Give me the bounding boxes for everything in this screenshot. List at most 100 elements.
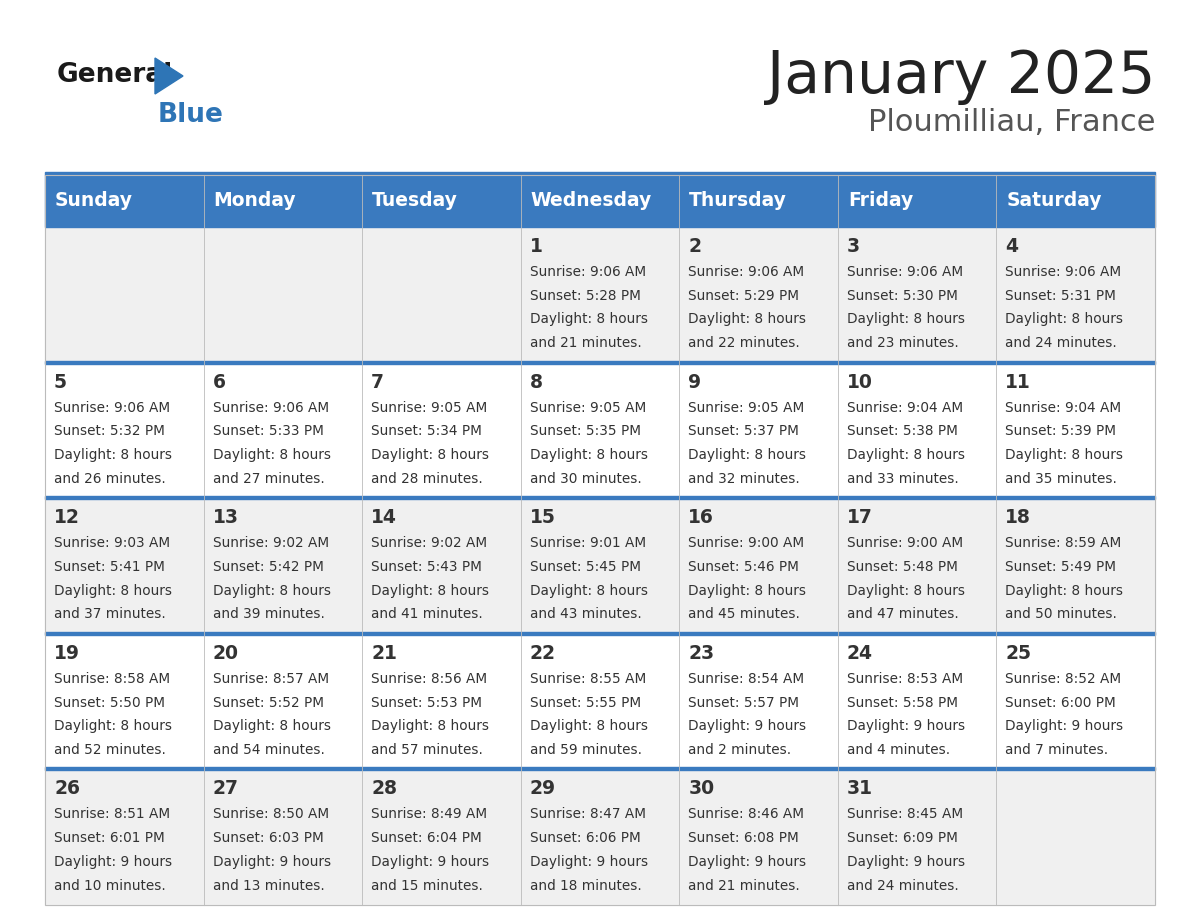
Bar xyxy=(362,633,520,769)
Text: Ploumilliau, France: Ploumilliau, France xyxy=(867,108,1155,137)
Text: Sunrise: 9:02 AM: Sunrise: 9:02 AM xyxy=(213,536,329,550)
Text: 3: 3 xyxy=(847,237,860,256)
Text: Sunrise: 9:06 AM: Sunrise: 9:06 AM xyxy=(847,265,963,279)
Text: Sunset: 5:53 PM: Sunset: 5:53 PM xyxy=(371,696,482,710)
Bar xyxy=(680,227,838,363)
Text: Sunset: 6:09 PM: Sunset: 6:09 PM xyxy=(847,831,958,845)
Text: Sunrise: 8:56 AM: Sunrise: 8:56 AM xyxy=(371,672,487,686)
Text: Sunset: 5:55 PM: Sunset: 5:55 PM xyxy=(530,696,640,710)
Text: Daylight: 8 hours: Daylight: 8 hours xyxy=(847,584,965,598)
Bar xyxy=(997,227,1155,363)
Text: and 24 minutes.: and 24 minutes. xyxy=(847,879,959,892)
Text: Daylight: 8 hours: Daylight: 8 hours xyxy=(1005,448,1124,462)
Text: Sunset: 5:57 PM: Sunset: 5:57 PM xyxy=(688,696,800,710)
Text: Daylight: 9 hours: Daylight: 9 hours xyxy=(1005,720,1124,733)
Text: Sunrise: 8:47 AM: Sunrise: 8:47 AM xyxy=(530,808,646,822)
Text: Daylight: 8 hours: Daylight: 8 hours xyxy=(213,584,330,598)
Text: Monday: Monday xyxy=(214,192,296,210)
Text: and 57 minutes.: and 57 minutes. xyxy=(371,743,484,757)
Text: Sunrise: 8:53 AM: Sunrise: 8:53 AM xyxy=(847,672,963,686)
Bar xyxy=(362,769,520,905)
Bar xyxy=(997,363,1155,498)
Text: Blue: Blue xyxy=(158,102,223,128)
Text: Sunset: 5:43 PM: Sunset: 5:43 PM xyxy=(371,560,482,574)
Bar xyxy=(45,175,1155,905)
Text: Sunrise: 8:52 AM: Sunrise: 8:52 AM xyxy=(1005,672,1121,686)
Text: and 33 minutes.: and 33 minutes. xyxy=(847,472,959,486)
Bar xyxy=(838,769,997,905)
Text: 20: 20 xyxy=(213,644,239,663)
Text: 18: 18 xyxy=(1005,509,1031,527)
Text: Sunrise: 8:55 AM: Sunrise: 8:55 AM xyxy=(530,672,646,686)
Text: 8: 8 xyxy=(530,373,543,392)
Text: Sunset: 5:52 PM: Sunset: 5:52 PM xyxy=(213,696,323,710)
Text: Sunrise: 8:46 AM: Sunrise: 8:46 AM xyxy=(688,808,804,822)
Bar xyxy=(838,227,997,363)
Text: 1: 1 xyxy=(530,237,543,256)
Text: and 43 minutes.: and 43 minutes. xyxy=(530,608,642,621)
Text: Daylight: 9 hours: Daylight: 9 hours xyxy=(530,855,647,868)
Text: Daylight: 8 hours: Daylight: 8 hours xyxy=(371,584,489,598)
Text: Sunset: 6:03 PM: Sunset: 6:03 PM xyxy=(213,831,323,845)
Text: Daylight: 8 hours: Daylight: 8 hours xyxy=(1005,312,1124,327)
Bar xyxy=(45,633,203,769)
Bar xyxy=(45,363,203,498)
Bar xyxy=(45,769,203,905)
Text: and 59 minutes.: and 59 minutes. xyxy=(530,743,642,757)
Text: Daylight: 8 hours: Daylight: 8 hours xyxy=(688,448,807,462)
Text: Daylight: 9 hours: Daylight: 9 hours xyxy=(371,855,489,868)
Text: Sunset: 6:08 PM: Sunset: 6:08 PM xyxy=(688,831,800,845)
Bar xyxy=(45,361,1155,364)
Text: 14: 14 xyxy=(371,509,397,527)
Text: Daylight: 8 hours: Daylight: 8 hours xyxy=(530,312,647,327)
Text: 9: 9 xyxy=(688,373,701,392)
Bar xyxy=(362,363,520,498)
Text: and 32 minutes.: and 32 minutes. xyxy=(688,472,800,486)
Bar xyxy=(680,498,838,633)
Text: 31: 31 xyxy=(847,779,873,799)
Text: 22: 22 xyxy=(530,644,556,663)
Text: Sunrise: 8:59 AM: Sunrise: 8:59 AM xyxy=(1005,536,1121,550)
Text: Friday: Friday xyxy=(848,192,914,210)
Bar xyxy=(45,175,1155,227)
Text: Sunset: 6:04 PM: Sunset: 6:04 PM xyxy=(371,831,482,845)
Text: Sunrise: 9:04 AM: Sunrise: 9:04 AM xyxy=(847,400,963,415)
Text: Daylight: 8 hours: Daylight: 8 hours xyxy=(530,584,647,598)
Text: and 54 minutes.: and 54 minutes. xyxy=(213,743,324,757)
Text: Sunrise: 9:05 AM: Sunrise: 9:05 AM xyxy=(688,400,804,415)
Text: and 39 minutes.: and 39 minutes. xyxy=(213,608,324,621)
Bar xyxy=(203,227,362,363)
Text: Sunrise: 9:06 AM: Sunrise: 9:06 AM xyxy=(688,265,804,279)
Text: 17: 17 xyxy=(847,509,873,527)
Text: and 41 minutes.: and 41 minutes. xyxy=(371,608,482,621)
Text: Sunset: 5:33 PM: Sunset: 5:33 PM xyxy=(213,424,323,438)
Text: 10: 10 xyxy=(847,373,873,392)
Text: Sunset: 5:31 PM: Sunset: 5:31 PM xyxy=(1005,289,1117,303)
Text: 6: 6 xyxy=(213,373,226,392)
Text: Sunset: 5:45 PM: Sunset: 5:45 PM xyxy=(530,560,640,574)
Text: Sunset: 6:01 PM: Sunset: 6:01 PM xyxy=(53,831,165,845)
Text: Daylight: 9 hours: Daylight: 9 hours xyxy=(847,720,965,733)
Text: and 4 minutes.: and 4 minutes. xyxy=(847,743,950,757)
Text: Sunset: 5:35 PM: Sunset: 5:35 PM xyxy=(530,424,640,438)
Text: and 50 minutes.: and 50 minutes. xyxy=(1005,608,1117,621)
Text: 11: 11 xyxy=(1005,373,1031,392)
Text: and 10 minutes.: and 10 minutes. xyxy=(53,879,166,892)
Bar xyxy=(45,227,203,363)
Text: Sunset: 5:41 PM: Sunset: 5:41 PM xyxy=(53,560,165,574)
Text: Daylight: 9 hours: Daylight: 9 hours xyxy=(688,720,807,733)
Text: Sunset: 5:46 PM: Sunset: 5:46 PM xyxy=(688,560,800,574)
Bar xyxy=(203,363,362,498)
Text: 19: 19 xyxy=(53,644,80,663)
Text: Sunset: 5:39 PM: Sunset: 5:39 PM xyxy=(1005,424,1117,438)
Bar xyxy=(45,172,1155,175)
Text: Sunrise: 9:05 AM: Sunrise: 9:05 AM xyxy=(530,400,646,415)
Text: Sunrise: 9:01 AM: Sunrise: 9:01 AM xyxy=(530,536,646,550)
Bar xyxy=(362,227,520,363)
Text: Daylight: 8 hours: Daylight: 8 hours xyxy=(530,448,647,462)
Text: Sunset: 5:32 PM: Sunset: 5:32 PM xyxy=(53,424,165,438)
Text: 2: 2 xyxy=(688,237,701,256)
Text: 21: 21 xyxy=(371,644,397,663)
Text: and 21 minutes.: and 21 minutes. xyxy=(530,336,642,350)
Text: Daylight: 8 hours: Daylight: 8 hours xyxy=(530,720,647,733)
